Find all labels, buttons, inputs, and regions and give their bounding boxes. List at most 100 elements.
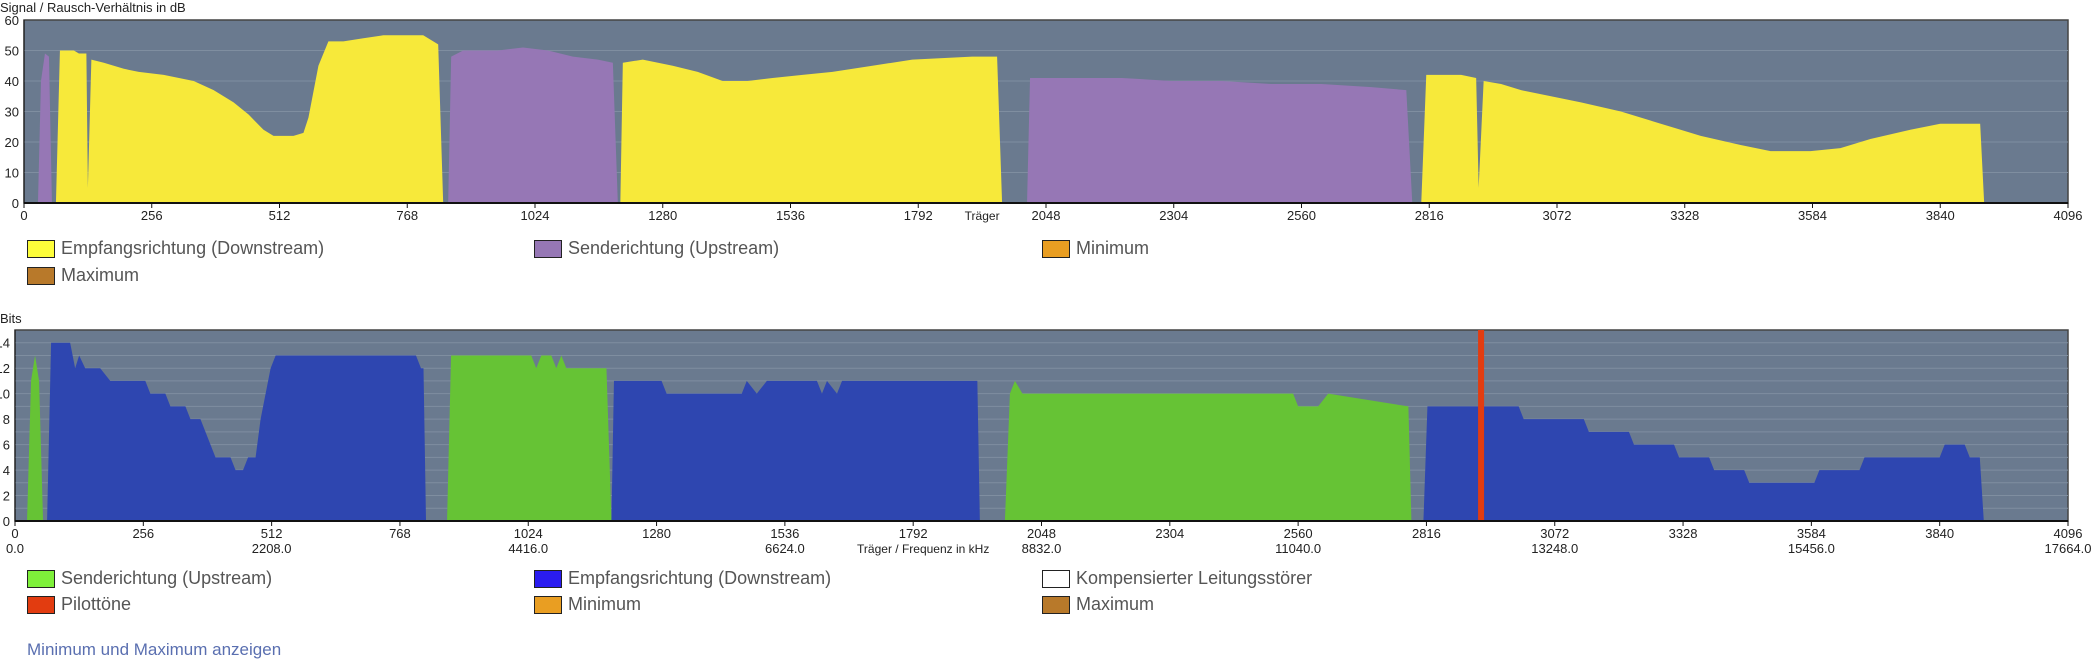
legend-label: Empfangsrichtung (Downstream): [568, 568, 832, 588]
legend-bits-upstream[interactable]: Senderichtung (Upstream): [27, 568, 272, 589]
x-tick-label: 1024: [521, 208, 550, 223]
legend-label: Empfangsrichtung (Downstream): [61, 238, 325, 258]
y-tick-label: 40: [5, 74, 19, 89]
legend-label: Minimum: [1076, 238, 1150, 258]
legend-swatch: [27, 595, 55, 614]
legend-bits-pilot[interactable]: Pilottöne: [27, 594, 131, 615]
legend-snr-minimum[interactable]: Minimum: [1042, 238, 1149, 259]
x-tick-label: 2304: [1159, 208, 1188, 223]
legend-snr-maximum[interactable]: Maximum: [27, 265, 139, 286]
y-tick-label: 20: [5, 135, 19, 150]
x-tick-label: 768: [396, 208, 418, 223]
legend-swatch: [27, 239, 55, 258]
y-tick-label: 0: [3, 514, 10, 529]
x-tick-label: 4096: [2054, 526, 2083, 541]
area-empfangsrichtung-downstream-: [1421, 74, 1985, 204]
x-tick-label: 3840: [1926, 208, 1955, 223]
bits-chart-title: Bits: [0, 311, 22, 326]
legend-bits-maximum[interactable]: Maximum: [1042, 594, 1154, 615]
freq-tick-label: 4416.0: [508, 541, 548, 556]
snr-chart-title: Signal / Rausch-Verhältnis in dB: [0, 0, 186, 15]
area-senderichtung-upstream-: [37, 53, 52, 203]
area-empfangsrichtung-downstream-: [55, 35, 444, 203]
legend-swatch: [27, 569, 55, 588]
x-tick-label: 3328: [1670, 208, 1699, 223]
x-tick-label: 3584: [1798, 208, 1827, 223]
x-tick-label: 1792: [899, 526, 928, 541]
y-tick-label: 14: [0, 336, 10, 351]
legend-bits-minimum[interactable]: Minimum: [534, 594, 641, 615]
legend-label: Senderichtung (Upstream): [568, 238, 780, 258]
x-tick-label: 2048: [1027, 526, 1056, 541]
area-empfangsrichtung-downstream-: [1423, 406, 1984, 521]
y-tick-label: 10: [0, 387, 10, 402]
x-tick-label: 1280: [648, 208, 677, 223]
freq-tick-label: 13248.0: [1531, 541, 1578, 556]
x-tick-label: 2048: [1032, 208, 1061, 223]
x-tick-label: 1280: [642, 526, 671, 541]
y-tick-label: 60: [5, 13, 19, 28]
area-senderichtung-upstream-: [447, 355, 612, 521]
legend-label: Senderichtung (Upstream): [61, 568, 273, 588]
y-tick-label: 12: [0, 361, 10, 376]
freq-tick-label: 15456.0: [1788, 541, 1835, 556]
x-tick-label: 3072: [1543, 208, 1572, 223]
freq-tick-label: 17664.0: [2045, 541, 2092, 556]
y-tick-label: 50: [5, 44, 19, 59]
x-axis-title: Träger: [965, 209, 1000, 223]
x-tick-label: 256: [141, 208, 163, 223]
area-senderichtung-upstream-: [448, 47, 618, 204]
freq-tick-label: 11040.0: [1275, 541, 1321, 556]
x-tick-label: 2304: [1155, 526, 1184, 541]
x-tick-label: 512: [269, 208, 291, 223]
x-tick-label: 2816: [1415, 208, 1444, 223]
x-axis-title: Träger / Frequenz in kHz: [857, 542, 989, 556]
freq-tick-label: 8832.0: [1022, 541, 1062, 556]
y-tick-label: 0: [12, 196, 19, 211]
area-empfangsrichtung-downstream-: [611, 380, 980, 521]
x-tick-label: 3072: [1540, 526, 1569, 541]
legend-swatch: [1042, 595, 1070, 614]
y-tick-label: 4: [3, 463, 10, 478]
x-tick-label: 768: [389, 526, 411, 541]
area-senderichtung-upstream-: [27, 355, 44, 521]
x-tick-label: 2816: [1412, 526, 1441, 541]
legend-swatch: [534, 239, 562, 258]
y-tick-label: 30: [5, 105, 19, 120]
legend-swatch: [534, 595, 562, 614]
x-tick-label: 1536: [770, 526, 799, 541]
legend-swatch: [1042, 569, 1070, 588]
legend-bits-downstream[interactable]: Empfangsrichtung (Downstream): [534, 568, 831, 589]
legend-swatch: [1042, 239, 1070, 258]
legend-snr-upstream[interactable]: Senderichtung (Upstream): [534, 238, 779, 259]
legend-snr-downstream[interactable]: Empfangsrichtung (Downstream): [27, 238, 324, 259]
x-tick-label: 2560: [1284, 526, 1313, 541]
x-tick-label: 2560: [1287, 208, 1316, 223]
legend-bits-crosstalk[interactable]: Kompensierter Leitungsstörer: [1042, 568, 1312, 589]
legend-label: Pilottöne: [61, 594, 132, 614]
x-tick-label: 3328: [1669, 526, 1698, 541]
x-tick-label: 4096: [2054, 208, 2083, 223]
pilot-tone-marker: [1478, 330, 1485, 521]
x-tick-label: 3584: [1797, 526, 1826, 541]
y-tick-label: 10: [5, 166, 19, 181]
x-tick-label: 0: [20, 208, 27, 223]
legend-label: Kompensierter Leitungsstörer: [1076, 568, 1313, 588]
legend-swatch: [534, 569, 562, 588]
area-empfangsrichtung-downstream-: [620, 56, 1003, 203]
y-tick-label: 6: [3, 438, 10, 453]
x-tick-label: 256: [132, 526, 154, 541]
x-tick-label: 512: [261, 526, 283, 541]
show-min-max-link[interactable]: Minimum und Maximum anzeigen: [27, 640, 282, 659]
area-empfangsrichtung-downstream-: [47, 342, 427, 521]
x-tick-label: 1536: [776, 208, 805, 223]
freq-tick-label: 0.0: [6, 541, 24, 556]
area-senderichtung-upstream-: [1027, 77, 1413, 203]
area-senderichtung-upstream-: [1004, 380, 1412, 521]
y-tick-label: 8: [3, 412, 10, 427]
legend-label: Minimum: [568, 594, 642, 614]
legend-label: Maximum: [1076, 594, 1155, 614]
x-tick-label: 1024: [514, 526, 543, 541]
x-tick-label: 1792: [904, 208, 933, 223]
